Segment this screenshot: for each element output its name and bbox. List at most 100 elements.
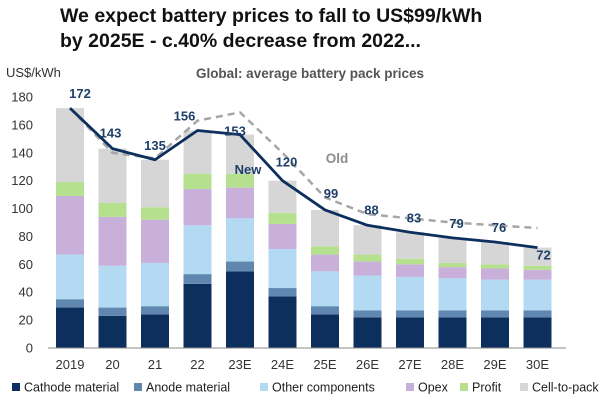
chart-title: Global: average battery pack prices	[196, 66, 424, 81]
bar-segment-other-components	[311, 271, 339, 307]
total-value-label: 76	[492, 220, 506, 235]
bar-segment-profit	[438, 262, 467, 268]
y-tick-label: 80	[19, 229, 33, 244]
total-value-label: 135	[144, 138, 166, 153]
bar-segment-cathode-material	[481, 317, 509, 348]
bar-segment-cell-to-pack	[396, 232, 424, 259]
bar-segment-other-components	[56, 254, 84, 300]
bar-segment-cathode-material	[141, 314, 169, 348]
x-tick-label: 27E	[398, 357, 421, 372]
bar-segment-opex	[183, 189, 212, 226]
bar-segment-anode-material	[56, 299, 84, 308]
bar-segment-cathode-material	[438, 317, 467, 348]
bar-segment-cell-to-pack	[56, 108, 84, 183]
total-value-label: 156	[174, 108, 196, 123]
x-tick-label: 23E	[228, 357, 251, 372]
bar-segment-cell-to-pack	[141, 159, 169, 208]
bar-segment-profit	[268, 212, 297, 224]
legend-label: Anode material	[146, 381, 230, 395]
x-tick-label: 28E	[441, 357, 464, 372]
bar-segment-opex	[523, 269, 552, 280]
bar-segment-other-components	[141, 262, 169, 307]
y-tick-label: 40	[19, 285, 33, 300]
bar-segment-opex	[226, 187, 254, 219]
bar-segment-other-components	[353, 275, 382, 311]
y-tick-label: 60	[19, 257, 33, 272]
y-tick-label: 100	[11, 201, 33, 216]
bar-segment-anode-material	[481, 310, 509, 318]
bar-segment-cathode-material	[56, 307, 84, 348]
x-tick-label: 24E	[271, 357, 294, 372]
y-axis-label: US$/kWh	[6, 65, 61, 80]
bar-segment-opex	[56, 196, 84, 255]
legend-label: Cathode material	[24, 381, 119, 395]
total-value-label: 143	[100, 126, 122, 141]
bar-segment-cell-to-pack	[98, 148, 127, 203]
bar-segment-cathode-material	[311, 314, 339, 348]
bar-segment-profit	[98, 202, 127, 217]
total-value-label: 83	[407, 210, 421, 225]
bar-segment-cathode-material	[98, 315, 127, 348]
x-tick-label: 26E	[356, 357, 379, 372]
bar-segment-opex	[396, 264, 424, 277]
total-value-label: 120	[276, 155, 298, 170]
bar-segment-cathode-material	[268, 296, 297, 348]
bar-segment-opex	[311, 254, 339, 272]
legend-swatch	[520, 383, 528, 391]
bar-segment-cell-to-pack	[523, 247, 552, 266]
y-tick-label: 140	[11, 145, 33, 160]
y-tick-label: 120	[11, 173, 33, 188]
legend-label: Cell-to-pack	[532, 381, 599, 395]
bar-segment-anode-material	[268, 288, 297, 297]
legend-swatch	[460, 383, 468, 391]
line-series-new	[69, 107, 538, 249]
bar-segment-profit	[353, 254, 382, 262]
bar-segment-other-components	[438, 278, 467, 311]
headline-line-2: by 2025E - c.40% decrease from 2022...	[60, 30, 421, 52]
plot-area: 0 20 40 60 80 100 120 140 160 180 2019 20 21 22 23E 24E…	[11, 86, 599, 394]
bar-segment-other-components	[481, 279, 509, 311]
bar-segment-other-components	[98, 265, 127, 308]
bar-segment-anode-material	[396, 310, 424, 318]
bar-segment-cathode-material	[396, 317, 424, 348]
legend-label: Profit	[472, 381, 502, 395]
legend-swatch	[134, 383, 142, 391]
total-value-label: 88	[364, 202, 378, 217]
legend-swatch	[12, 383, 20, 391]
bar-segment-anode-material	[438, 310, 467, 318]
bar-segment-cell-to-pack	[226, 134, 254, 174]
bar-segment-profit	[311, 246, 339, 255]
bar-segment-cathode-material	[353, 317, 382, 348]
legend-label: Other components	[272, 381, 375, 395]
bar-segment-anode-material	[353, 310, 382, 318]
bar-segment-other-components	[396, 276, 424, 311]
bar-segment-profit	[183, 173, 212, 190]
bar-segment-profit	[523, 265, 552, 270]
bar-segment-opex	[268, 223, 297, 249]
bar-segment-opex	[141, 219, 169, 263]
bar-segment-other-components	[268, 248, 297, 289]
x-tick-label: 22	[190, 357, 204, 372]
y-tick-label: 180	[11, 90, 33, 105]
bar-segment-cathode-material	[226, 271, 254, 348]
bar-segment-profit	[56, 182, 84, 197]
bar-segment-anode-material	[141, 306, 169, 315]
bar-segment-cell-to-pack	[481, 242, 509, 265]
bar-segment-cathode-material	[523, 317, 552, 348]
x-tick-label: 20	[105, 357, 119, 372]
headline-line-1: We expect battery prices to fall to US$9…	[60, 5, 483, 27]
bar-segment-profit	[481, 264, 509, 269]
bar-segment-opex	[438, 267, 467, 279]
bar-segment-cell-to-pack	[353, 225, 382, 255]
total-value-label: 99	[324, 186, 338, 201]
y-tick-label: 160	[11, 117, 33, 132]
bar-segment-other-components	[523, 279, 552, 311]
legend-label: Opex	[418, 381, 449, 395]
bar-segment-profit	[226, 173, 254, 188]
annotation-new: New	[235, 162, 263, 177]
bar-segment-profit	[141, 207, 169, 220]
x-tick-label: 30E	[526, 357, 549, 372]
annotation-old: Old	[326, 151, 349, 166]
bar-segment-cell-to-pack	[438, 237, 467, 263]
